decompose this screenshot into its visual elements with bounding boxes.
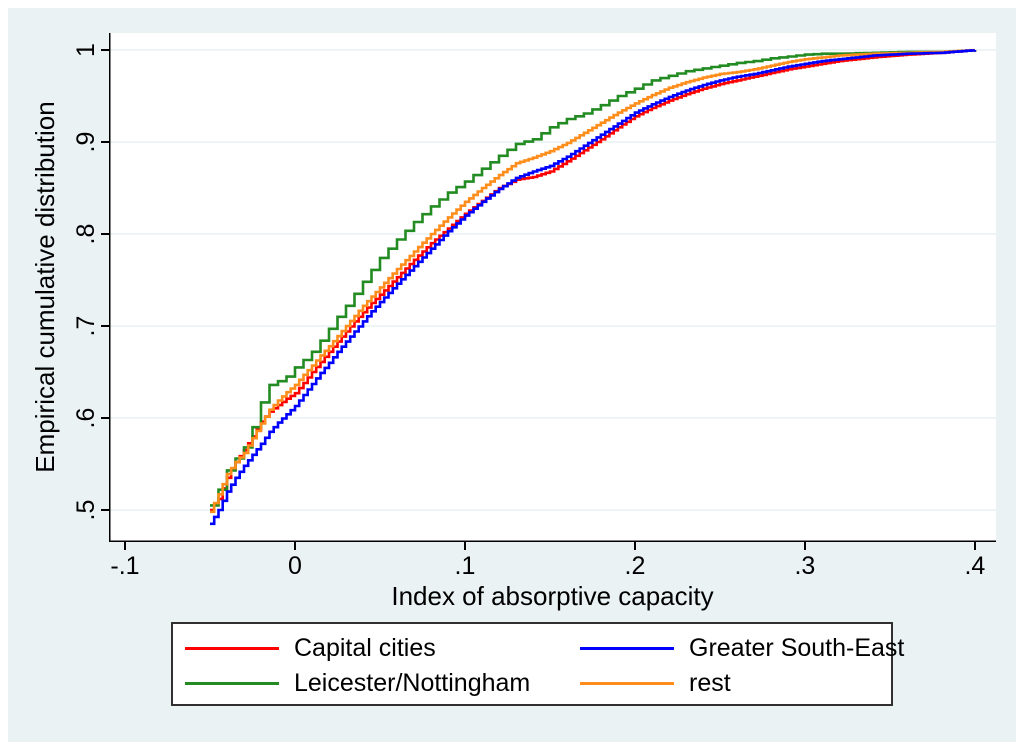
plot-area	[109, 33, 996, 542]
legend-swatch	[185, 646, 279, 650]
ecdf-curve-rest	[210, 48, 977, 514]
x-tick-mark	[804, 542, 806, 550]
y-tick-label: 1	[72, 43, 100, 57]
x-tick-label: .1	[454, 552, 476, 580]
chart-canvas	[109, 33, 996, 542]
legend-label: rest	[689, 669, 731, 697]
y-tick-label: .9	[72, 131, 100, 153]
x-tick-label: 0	[288, 552, 302, 580]
legend-label: Leicester/Nottingham	[294, 669, 531, 697]
y-tick-mark	[101, 325, 109, 327]
x-tick-mark	[124, 542, 126, 550]
y-axis-title: Empirical cumulative distribution	[30, 101, 60, 473]
y-tick-label: .8	[72, 223, 100, 245]
legend-swatch	[580, 681, 674, 685]
ecdf-curve-leicester-nottingham	[210, 49, 977, 507]
y-tick-label: .7	[72, 315, 100, 337]
legend-label: Greater South-East	[689, 634, 905, 662]
legend: Capital cities Greater South-East Leiceste…	[171, 622, 904, 706]
legend-label: Capital cities	[294, 634, 436, 662]
x-tick-label: -.1	[110, 552, 140, 580]
x-tick-label: .2	[624, 552, 646, 580]
y-tick-mark	[101, 509, 109, 511]
ecdf-curve-capital-cities	[210, 49, 977, 512]
y-tick-label: .5	[72, 499, 100, 521]
x-axis-title: Index of absorptive capacity	[391, 581, 714, 611]
legend-swatch	[185, 681, 279, 685]
y-tick-label: .6	[72, 407, 100, 429]
x-tick-label: .4	[964, 552, 986, 580]
x-tick-label: .3	[794, 552, 816, 580]
y-tick-mark	[101, 417, 109, 419]
x-tick-mark	[974, 542, 976, 550]
y-tick-mark	[101, 233, 109, 235]
y-tick-mark	[101, 49, 109, 51]
x-tick-mark	[634, 542, 636, 550]
x-tick-mark	[464, 542, 466, 550]
x-tick-mark	[294, 542, 296, 550]
y-tick-mark	[101, 141, 109, 143]
ecdf-curve-greater-south-east	[210, 49, 977, 526]
legend-swatch	[580, 646, 674, 650]
